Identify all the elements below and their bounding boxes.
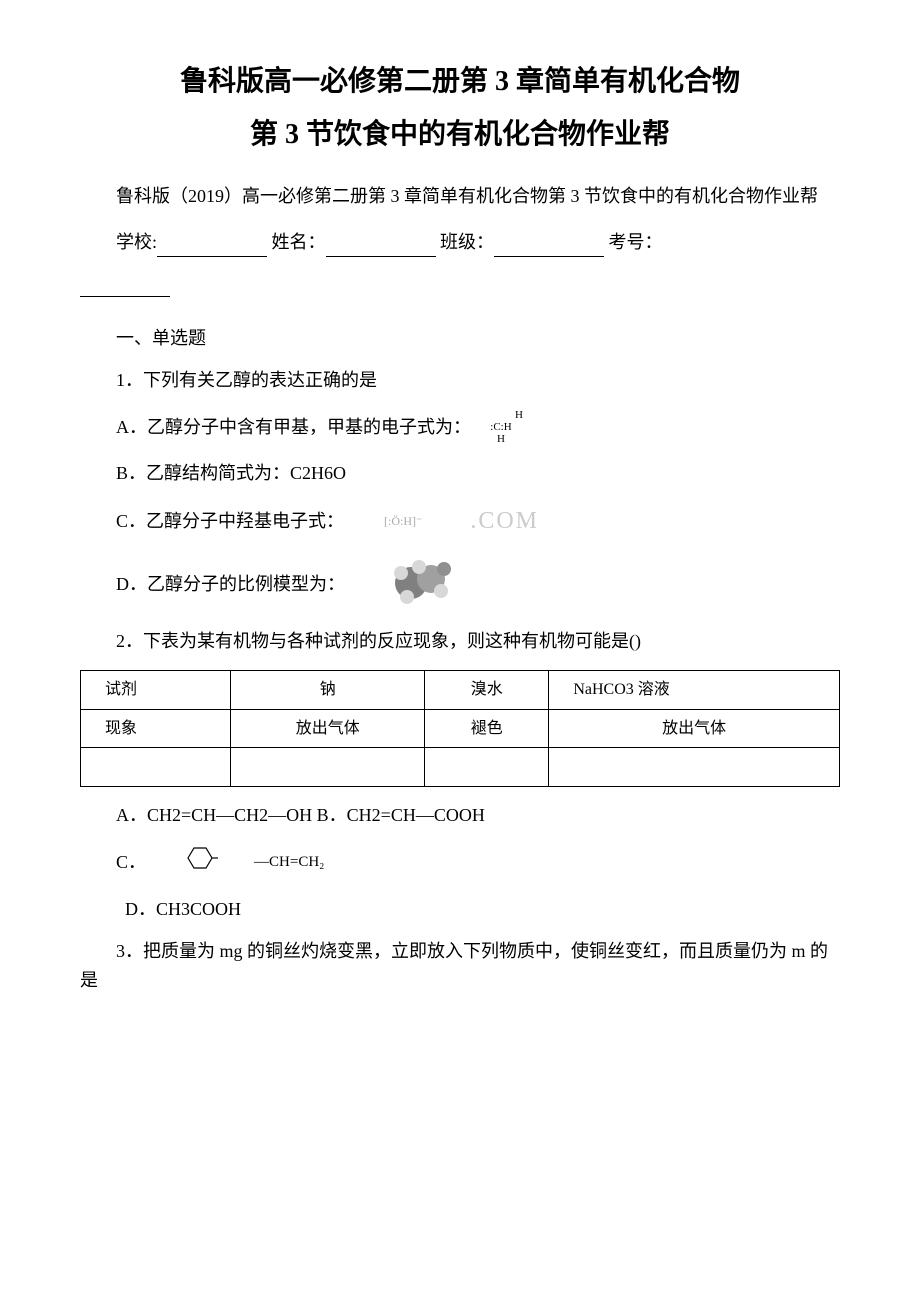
table-row: 现象 放出气体 褪色 放出气体 [81, 709, 840, 748]
table-cell: 褪色 [425, 709, 549, 748]
methyl-electron-formula: H:C:HH [479, 409, 523, 445]
school-label: 学校: [116, 232, 157, 252]
section-1-header: 一、单选题 [80, 324, 840, 353]
reagent-table: 试剂 钠 溴水 NaHCO3 溶液 现象 放出气体 褪色 放出气体 [80, 670, 840, 787]
q2-option-c-text: C． [80, 848, 146, 877]
benzene-ring-icon [146, 844, 218, 881]
table-row [81, 748, 840, 787]
table-cell [425, 748, 549, 787]
examno-blank [80, 275, 170, 297]
intro-paragraph: 鲁科版（2019）高一必修第二册第 3 章简单有机化合物第 3 节饮食中的有机化… [80, 182, 840, 211]
q1-option-b: B．乙醇结构简式为：C2H6O [80, 459, 840, 488]
q1-option-c: C．乙醇分子中羟基电子式： [:Ö:H]⁻ .COM [80, 502, 840, 540]
table-row: 试剂 钠 溴水 NaHCO3 溶液 [81, 671, 840, 710]
document-title-line1: 鲁科版高一必修第二册第 3 章简单有机化合物 [80, 60, 840, 105]
table-cell [231, 748, 425, 787]
table-cell: 溴水 [425, 671, 549, 710]
q2-option-c: C． —CH=CH₂ [80, 844, 840, 881]
table-cell: 放出气体 [549, 709, 840, 748]
q1-option-c-text: C．乙醇分子中羟基电子式： [80, 507, 344, 536]
watermark-text: .COM [434, 502, 539, 540]
q1-option-a-text: A．乙醇分子中含有甲基，甲基的电子式为： [80, 413, 471, 442]
q3-stem: 3．把质量为 mg 的铜丝灼烧变黑，立即放入下列物质中，使铜丝变红，而且质量仍为… [80, 937, 840, 995]
molecule-model-icon [353, 555, 459, 614]
table-cell: 钠 [231, 671, 425, 710]
student-info-line: 学校: 姓名： 班级： 考号： [80, 228, 840, 257]
table-cell: 放出气体 [231, 709, 425, 748]
examno-blank-line [80, 275, 840, 305]
document-title-line2: 第 3 节饮食中的有机化合物作业帮 [80, 113, 840, 158]
table-cell [81, 748, 231, 787]
q1-option-a: A．乙醇分子中含有甲基，甲基的电子式为： H:C:HH [80, 409, 840, 445]
table-cell: 现象 [81, 709, 231, 748]
q2-option-c-formula: —CH=CH₂ [218, 850, 324, 874]
q1-option-d: D．乙醇分子的比例模型为： [80, 555, 840, 614]
table-cell: 试剂 [81, 671, 231, 710]
q2-stem: 2．下表为某有机物与各种试剂的反应现象，则这种有机物可能是() [80, 627, 840, 656]
class-blank [494, 236, 604, 258]
q2-option-ab: A．CH2=CH—CH2—OH B．CH2=CH—COOH [80, 801, 840, 830]
name-label: 姓名： [272, 232, 326, 252]
name-blank [326, 236, 436, 258]
school-blank [157, 236, 267, 258]
q1-option-d-text: D．乙醇分子的比例模型为： [80, 570, 345, 599]
q2-option-d: D．CH3COOH [80, 895, 840, 924]
table-cell [549, 748, 840, 787]
class-label: 班级： [440, 232, 494, 252]
examno-label: 考号： [609, 232, 663, 252]
table-cell: NaHCO3 溶液 [549, 671, 840, 710]
hydroxyl-electron-formula: [:Ö:H]⁻ [348, 512, 422, 531]
q1-stem: 1．下列有关乙醇的表达正确的是 [80, 366, 840, 395]
